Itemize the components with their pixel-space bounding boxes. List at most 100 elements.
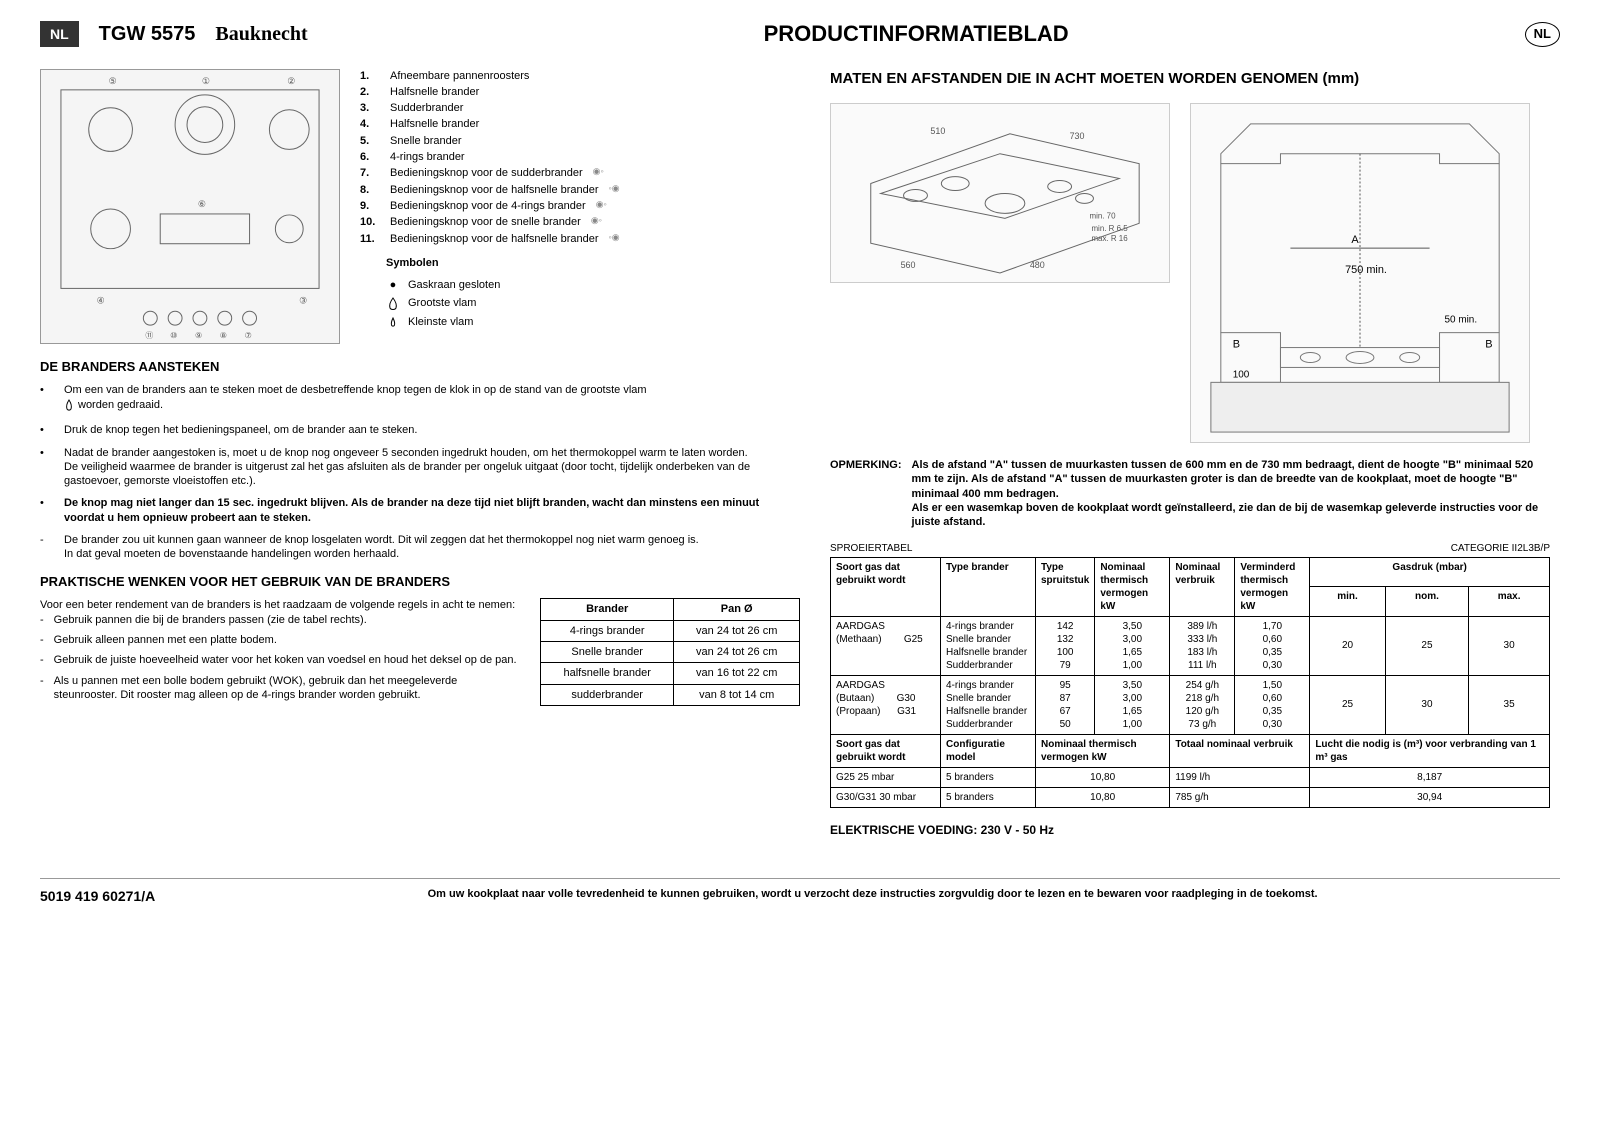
page-title: PRODUCTINFORMATIEBLAD xyxy=(328,20,1505,49)
sum-h: Lucht die nodig is (m³) voor verbranding… xyxy=(1310,734,1550,767)
part-label: Halfsnelle brander xyxy=(390,85,479,99)
pan-cell: van 16 tot 22 cm xyxy=(674,663,800,684)
inj-val: 25 xyxy=(1385,616,1468,675)
inj-val: 20 xyxy=(1310,616,1385,675)
sum-cell: 10,80 xyxy=(1036,787,1170,807)
part-label: Sudderbrander xyxy=(390,101,463,115)
sum-cell: G25 25 mbar xyxy=(831,767,941,787)
inj-val: 132 xyxy=(1041,633,1089,646)
tips-title: PRAKTISCHE WENKEN VOOR HET GEBRUIK VAN D… xyxy=(40,574,800,591)
svg-text:730: 730 xyxy=(1070,131,1085,141)
svg-text:A: A xyxy=(1351,234,1359,246)
closed-icon: ● xyxy=(386,278,400,292)
inj-val: 35 xyxy=(1469,675,1550,734)
inj-val: 67 xyxy=(1041,705,1089,718)
ignite-text: Om een van de branders aan te steken moe… xyxy=(64,384,647,396)
inj-h: Nominaal thermisch vermogen kW xyxy=(1095,557,1170,616)
svg-text:⑤: ⑤ xyxy=(109,75,117,85)
svg-text:⑩: ⑩ xyxy=(170,331,177,340)
svg-text:⑥: ⑥ xyxy=(198,199,206,209)
ignite-text-bold: De knop mag niet langer dan 15 sec. inge… xyxy=(64,497,759,523)
language-badge-right: NL xyxy=(1525,22,1560,47)
inj-h: nom. xyxy=(1385,587,1468,617)
inj-val: 95 xyxy=(1041,679,1089,692)
pan-cell: van 24 tot 26 cm xyxy=(674,620,800,641)
pan-cell: van 8 tot 14 cm xyxy=(674,684,800,705)
pan-cell: 4-rings brander xyxy=(541,620,674,641)
inj-val: 0,35 xyxy=(1240,646,1304,659)
part-label: Bedieningsknop voor de halfsnelle brande… xyxy=(390,232,599,246)
inj-val: 25 xyxy=(1310,675,1385,734)
cutout-diagram: 510 730 560 480 min. 70 min. R 6.5 max. … xyxy=(830,103,1170,283)
sum-h: Soort gas dat gebruikt wordt xyxy=(831,734,941,767)
knob-icon: ◦◉ xyxy=(609,183,623,193)
tip-item: Gebruik de juiste hoeveelheid water voor… xyxy=(54,653,517,667)
inj-val: 111 l/h xyxy=(1175,659,1229,672)
ignite-text: Nadat de brander aangestoken is, moet u … xyxy=(64,447,748,459)
svg-text:560: 560 xyxy=(901,260,916,270)
ignite-text: In dat geval moeten de bovenstaande hand… xyxy=(64,548,399,560)
inj-val: 79 xyxy=(1041,659,1089,672)
sum-h: Configuratie model xyxy=(941,734,1036,767)
gas-code: G31 xyxy=(897,706,916,717)
pan-cell: sudderbrander xyxy=(541,684,674,705)
inj-val: 1,65 xyxy=(1100,646,1164,659)
inj-val: 0,30 xyxy=(1240,659,1304,672)
inj-val: 142 xyxy=(1041,620,1089,633)
knob-icon: ◦◉ xyxy=(609,232,623,242)
brander-name: Sudderbrander xyxy=(946,718,1030,731)
inj-val: 1,00 xyxy=(1100,718,1164,731)
pan-cell: van 24 tot 26 cm xyxy=(674,642,800,663)
sum-cell: 8,187 xyxy=(1310,767,1550,787)
brander-name: 4-rings brander xyxy=(946,620,1030,633)
inj-val: 389 l/h xyxy=(1175,620,1229,633)
svg-text:B: B xyxy=(1485,339,1492,351)
tip-item: Gebruik pannen die bij de branders passe… xyxy=(54,613,367,627)
sum-cell: 30,94 xyxy=(1310,787,1550,807)
sum-cell: 785 g/h xyxy=(1170,787,1310,807)
injector-table: Soort gas dat gebruikt wordt Type brande… xyxy=(830,557,1550,808)
footer: 5019 419 60271/A Om uw kookplaat naar vo… xyxy=(40,878,1560,905)
model-number: TGW 5575 xyxy=(99,21,196,47)
part-label: Afneembare pannenroosters xyxy=(390,69,529,83)
note-text: Als de afstand "A" tussen de muurkasten … xyxy=(912,459,1534,500)
inj-val: 120 g/h xyxy=(1175,705,1229,718)
pan-table: Brander Pan Ø 4-rings brandervan 24 tot … xyxy=(540,598,800,705)
brander-name: Snelle brander xyxy=(946,692,1030,705)
sum-cell: 1199 l/h xyxy=(1170,767,1310,787)
pan-header: Pan Ø xyxy=(674,599,800,620)
inj-val: 1,50 xyxy=(1240,679,1304,692)
inj-h: Type brander xyxy=(941,557,1036,616)
ignite-text: Druk de knop tegen het bedieningspaneel,… xyxy=(64,423,800,437)
hob-diagram: ⑤ ① ② ④ ③ ⑥ ⑪ ⑩ ⑨ ⑧ ⑦ xyxy=(40,69,340,344)
gas-sub: (Methaan) xyxy=(836,634,882,645)
svg-text:④: ④ xyxy=(97,295,105,305)
inj-val: 3,50 xyxy=(1100,679,1164,692)
inj-h: Gasdruk (mbar) xyxy=(1310,557,1550,587)
svg-text:max. R 16: max. R 16 xyxy=(1091,234,1128,243)
part-label: Bedieningsknop voor de snelle brander xyxy=(390,215,581,229)
gas-code: G30 xyxy=(897,693,916,704)
svg-text:⑪: ⑪ xyxy=(145,331,153,340)
right-column: MATEN EN AFSTANDEN DIE IN ACHT MOETEN WO… xyxy=(830,69,1550,839)
part-label: 4-rings brander xyxy=(390,150,465,164)
note-label: OPMERKING: xyxy=(830,458,902,529)
part-label: Snelle brander xyxy=(390,134,462,148)
inj-val: 0,35 xyxy=(1240,705,1304,718)
tip-item: Gebruik alleen pannen met een platte bod… xyxy=(54,633,277,647)
svg-text:min. R 6.5: min. R 6.5 xyxy=(1091,224,1128,233)
pan-header: Brander xyxy=(541,599,674,620)
tips-list: -Gebruik pannen die bij de branders pass… xyxy=(40,613,520,702)
inj-val: 1,70 xyxy=(1240,620,1304,633)
injector-title: SPROEIERTABEL xyxy=(830,542,912,555)
installation-diagram: A 750 min. 50 min. B B 100 xyxy=(1190,103,1530,443)
inj-h: min. xyxy=(1310,587,1385,617)
svg-text:①: ① xyxy=(202,75,210,85)
gas-sub: (Butaan) xyxy=(836,693,874,704)
inj-val: 0,60 xyxy=(1240,692,1304,705)
knob-icon: ◉◦ xyxy=(593,166,607,176)
sum-cell: 5 branders xyxy=(941,767,1036,787)
inj-h: Soort gas dat gebruikt wordt xyxy=(831,557,941,616)
svg-text:510: 510 xyxy=(930,126,945,136)
header: NL TGW 5575 Bauknecht PRODUCTINFORMATIEB… xyxy=(40,20,1560,49)
